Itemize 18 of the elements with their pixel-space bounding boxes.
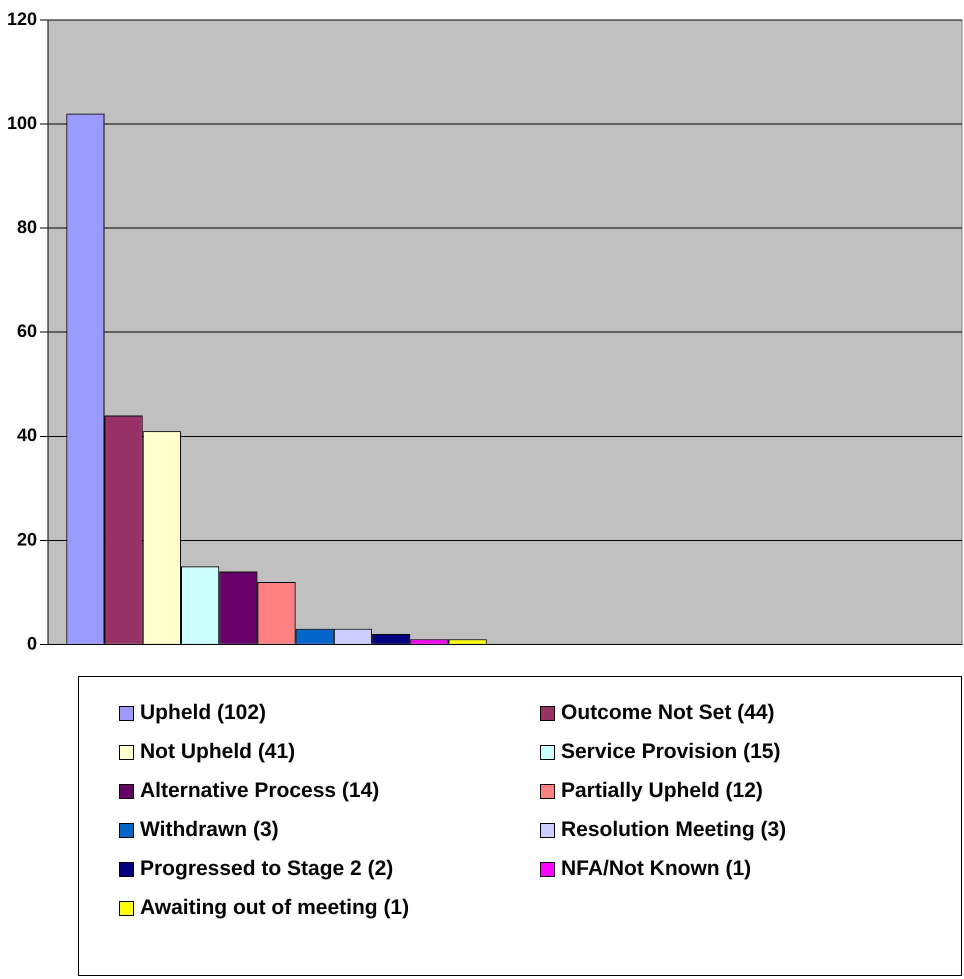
legend-label: Not Upheld (41) — [140, 740, 296, 764]
y-tick-label: 0 — [27, 633, 38, 654]
legend-label: Partially Upheld (12) — [561, 779, 763, 803]
y-tick-label: 100 — [6, 113, 38, 134]
legend-label: Progressed to Stage 2 (2) — [140, 857, 394, 881]
legend-label: Alternative Process (14) — [140, 779, 380, 803]
y-tick-label: 20 — [17, 529, 38, 550]
legend-label: NFA/Not Known (1) — [561, 857, 752, 881]
legend-label: Withdrawn (3) — [140, 818, 279, 842]
y-tick-label: 40 — [17, 425, 38, 446]
y-tick-label: 120 — [6, 8, 38, 29]
y-tick-label: 60 — [17, 321, 38, 342]
legend-label: Service Provision (15) — [561, 740, 780, 764]
legend-label: Awaiting out of meeting (1) — [140, 896, 410, 920]
legend-label: Outcome Not Set (44) — [561, 701, 775, 725]
legend-label: Resolution Meeting (3) — [561, 818, 786, 842]
y-tick-label: 80 — [17, 217, 38, 238]
legend-label: Upheld (102) — [140, 701, 266, 725]
